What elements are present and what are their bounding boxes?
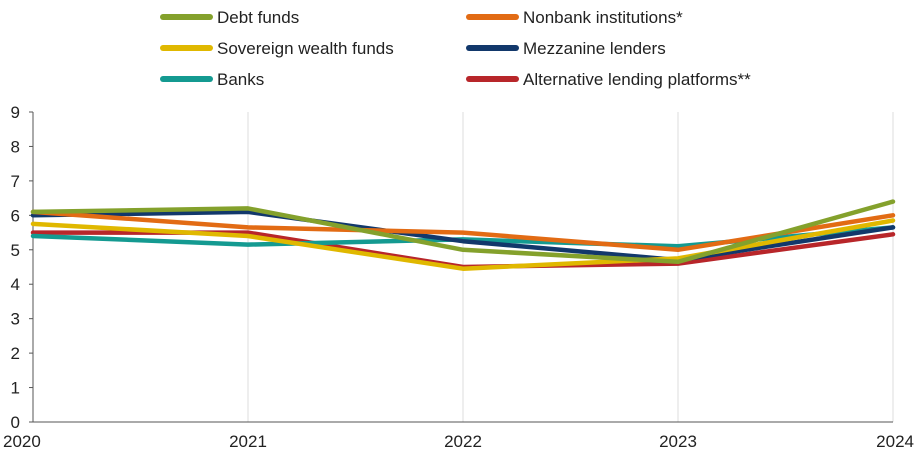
y-tick-label-9: 9 [11,103,20,122]
y-tick-label-0: 0 [11,413,20,432]
legend-label-sovereign-wealth-funds: Sovereign wealth funds [217,39,394,58]
axes [29,111,893,423]
gridlines [247,112,894,422]
legend: Debt funds Nonbank institutions* Sovereign… [160,8,751,89]
y-tick-label-1: 1 [11,379,20,398]
x-tick-label-2021: 2021 [229,432,267,451]
x-tick-label-2023: 2023 [659,432,697,451]
series-line-mezzanine-lenders [30,209,896,263]
x-tick-label-2024: 2024 [876,432,914,451]
legend-label-mezzanine-lenders: Mezzanine lenders [523,39,666,58]
series-line-nonbank-institutions [30,209,896,253]
x-tick-label-2020: 2020 [3,432,41,451]
legend-label-nonbank-institutions: Nonbank institutions* [523,8,683,27]
y-tick-label-8: 8 [11,137,20,156]
y-tick-label-2: 2 [11,344,20,363]
legend-label-debt-funds: Debt funds [217,8,299,27]
tick-labels: 0 1 2 3 4 5 6 7 8 9 2020 2021 2022 2023 2024 [3,103,914,451]
legend-label-banks: Banks [217,70,264,89]
series-line-sovereign-wealth-funds [30,218,896,271]
x-tick-label-2022: 2022 [444,432,482,451]
series-line-debt-funds [30,199,896,265]
y-tick-label-5: 5 [11,241,20,260]
legend-label-alternative-lending-platforms: Alternative lending platforms** [523,70,751,89]
series-lines [30,199,896,271]
y-tick-label-3: 3 [11,310,20,329]
y-tick-label-7: 7 [11,172,20,191]
y-tick-label-6: 6 [11,206,20,225]
y-tick-label-4: 4 [11,275,20,294]
